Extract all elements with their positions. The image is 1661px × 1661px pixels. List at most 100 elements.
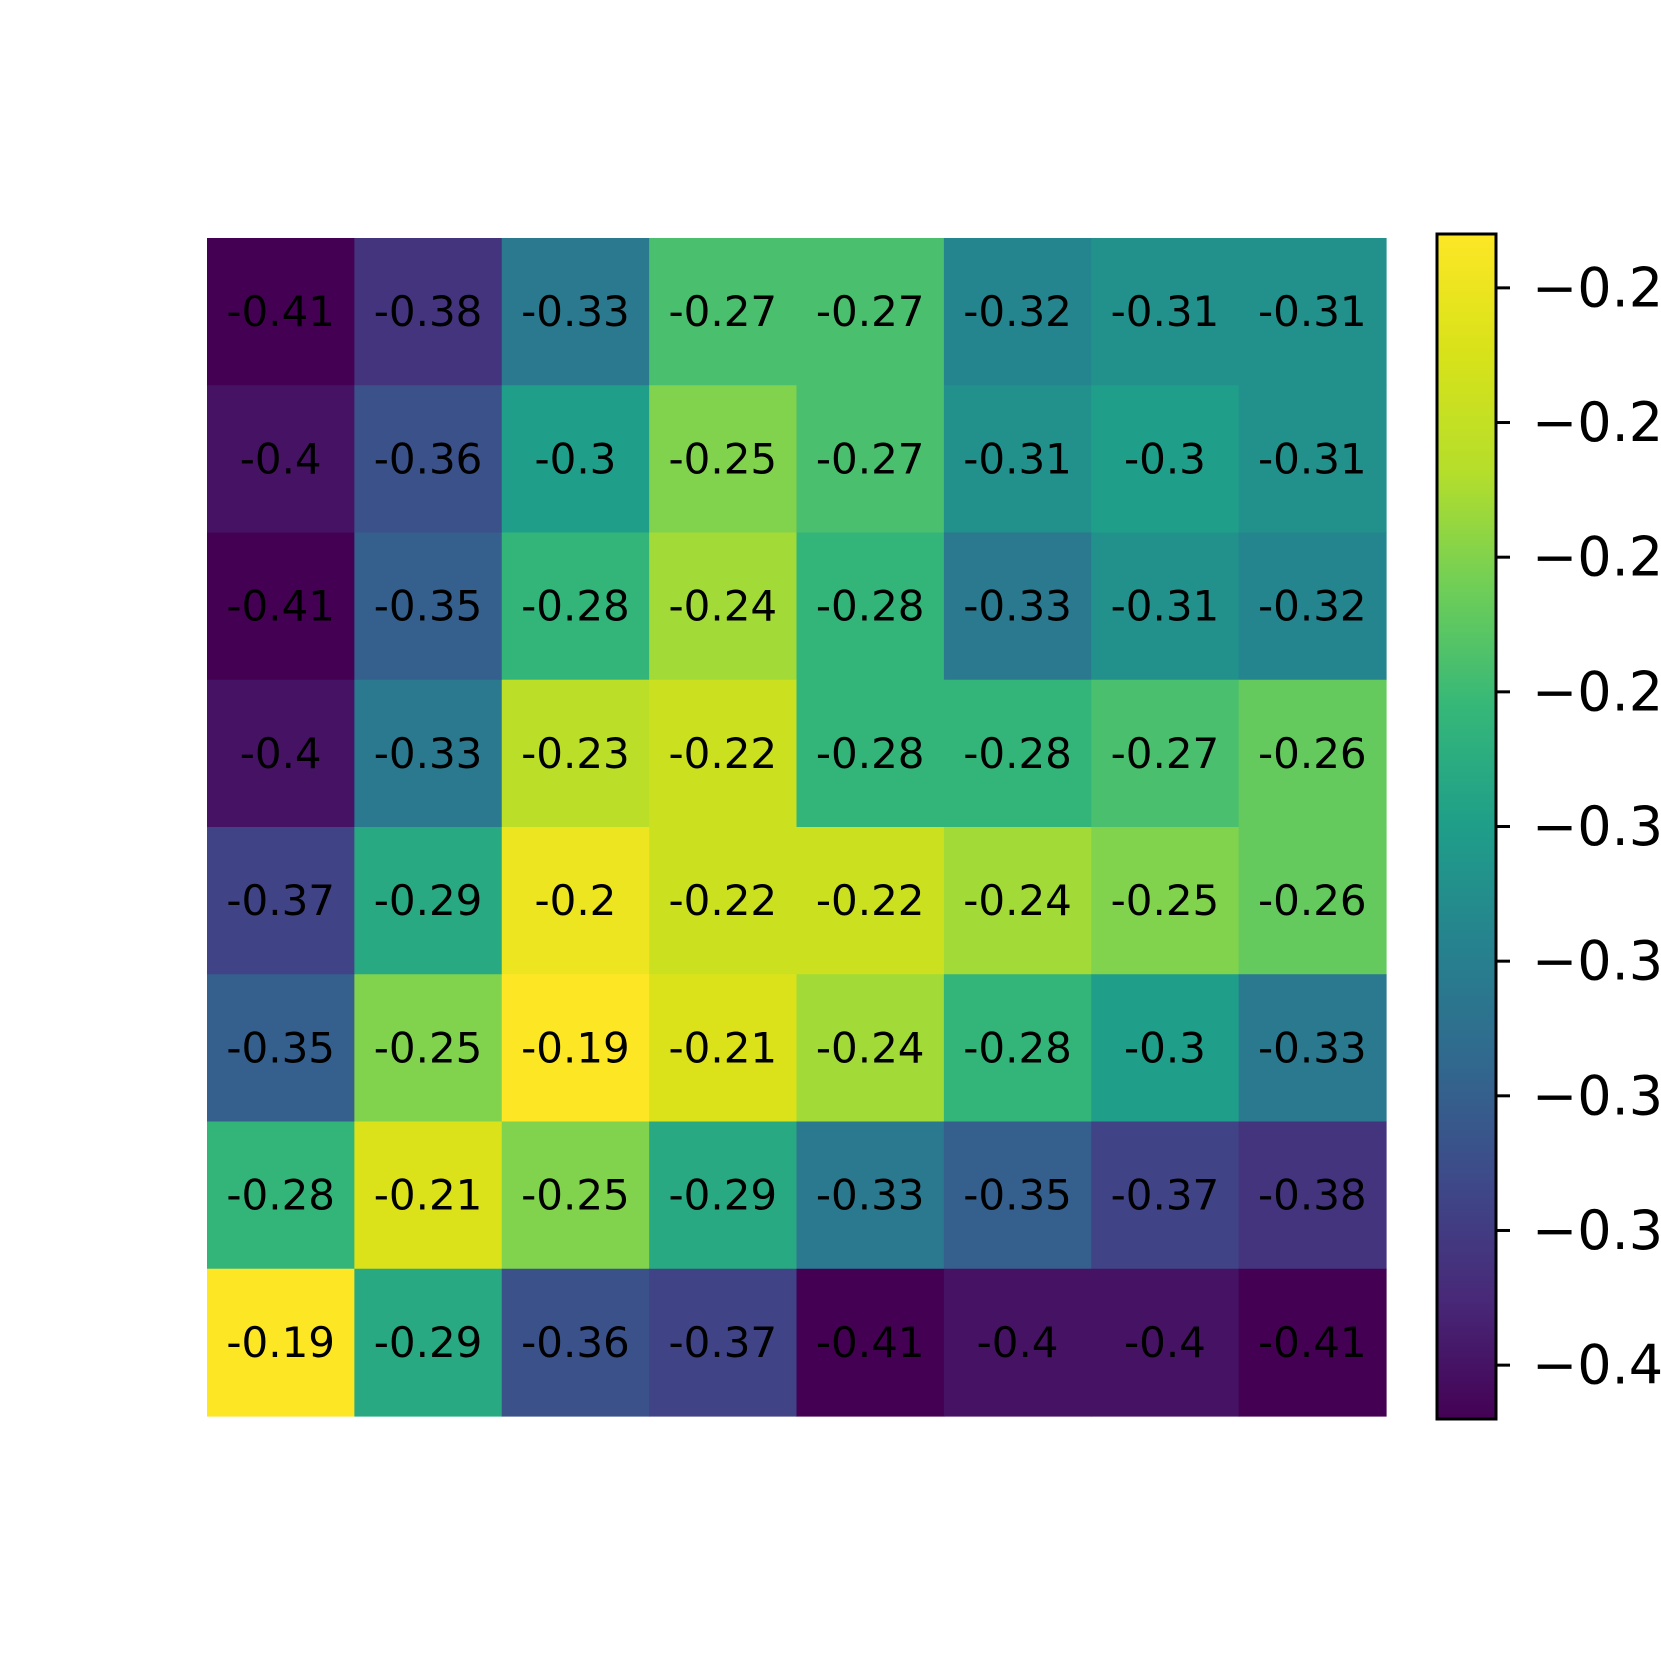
- colorbar-tick-label: −0.2: [1532, 526, 1661, 589]
- heatmap-cell-label: -0.29: [374, 1318, 483, 1367]
- colorbar-ticks: −0.2 −0.2 −0.2 −0.2 −0.3 −0.3 −0.3 −0.3 −0.4: [1496, 256, 1661, 1397]
- colorbar-tick-label: −0.3: [1532, 930, 1661, 993]
- heatmap-cell-label: -0.31: [1111, 582, 1220, 631]
- heatmap-cell-label: -0.19: [521, 1023, 630, 1072]
- heatmap-cell: [354, 385, 503, 534]
- heatmap-cell: [501, 238, 650, 386]
- heatmap-cell-label: -0.3: [1124, 1023, 1206, 1072]
- heatmap-cell-label: -0.27: [668, 287, 777, 336]
- heatmap-cell-label: -0.28: [963, 729, 1072, 778]
- heatmap-cell-label: -0.27: [816, 434, 925, 483]
- heatmap-cell: [354, 1121, 503, 1270]
- colorbar-tick-label: −0.2: [1532, 256, 1661, 319]
- heatmap-cell: [943, 532, 1092, 681]
- heatmap-cell: [649, 1268, 798, 1417]
- colorbar-gradient: [1437, 234, 1496, 1419]
- heatmap-cell-label: -0.41: [816, 1318, 925, 1367]
- heatmap-cell: [796, 974, 945, 1123]
- heatmap-cell: [649, 532, 798, 681]
- heatmap-cell-label: -0.3: [534, 434, 616, 483]
- heatmap-cell: [943, 974, 1092, 1123]
- heatmap-cell: [1091, 827, 1240, 975]
- heatmap-cell: [796, 238, 945, 386]
- heatmap-cell: [1091, 385, 1240, 534]
- heatmap-cell: [1091, 238, 1240, 386]
- heatmap-cell-label: -0.31: [963, 434, 1072, 483]
- heatmap-cell-label: -0.28: [816, 582, 925, 631]
- heatmap-cell: [796, 1121, 945, 1270]
- heatmap-cell-label: -0.37: [226, 876, 335, 925]
- heatmap-cell-label: -0.36: [374, 434, 483, 483]
- heatmap-cell-label: -0.25: [521, 1171, 630, 1220]
- heatmap-cell: [1238, 974, 1387, 1123]
- heatmap-cell-label: -0.31: [1258, 434, 1367, 483]
- heatmap-cell: [1238, 827, 1387, 975]
- heatmap-cell: [207, 1268, 355, 1417]
- heatmap-cell-label: -0.29: [374, 876, 483, 925]
- colorbar-tick-label: −0.3: [1532, 1064, 1661, 1127]
- heatmap-cell-label: -0.3: [1124, 434, 1206, 483]
- heatmap-cell: [1238, 1121, 1387, 1270]
- heatmap-cell: [796, 385, 945, 534]
- heatmap-cell-label: -0.41: [226, 582, 335, 631]
- heatmap-cell: [1091, 974, 1240, 1123]
- heatmap-cell-label: -0.23: [521, 729, 630, 778]
- heatmap-cell: [207, 827, 355, 975]
- heatmap-cell-label: -0.38: [1258, 1171, 1367, 1220]
- heatmap-cell: [649, 385, 798, 534]
- heatmap-cell: [1238, 1268, 1387, 1417]
- heatmap-cell: [501, 974, 650, 1123]
- heatmap-cell: [1091, 1268, 1240, 1417]
- heatmap-cell-label: -0.41: [226, 287, 335, 336]
- heatmap-cell-label: -0.25: [1111, 876, 1220, 925]
- heatmap-cell: [501, 385, 650, 534]
- heatmap-cell-label: -0.26: [1258, 729, 1367, 778]
- heatmap-cell: [207, 679, 355, 828]
- heatmap-cell: [649, 238, 798, 386]
- heatmap-cell: [207, 238, 355, 386]
- heatmap-cell: [1238, 385, 1387, 534]
- heatmap-cell: [354, 1268, 503, 1417]
- heatmap-cell-label: -0.29: [668, 1171, 777, 1220]
- heatmap-cell-label: -0.38: [374, 287, 483, 336]
- heatmap-cell-label: -0.22: [668, 729, 777, 778]
- colorbar-tick-label: −0.2: [1532, 660, 1661, 723]
- heatmap-cell-label: -0.21: [374, 1171, 483, 1220]
- heatmap-cell-label: -0.32: [963, 287, 1072, 336]
- heatmap-cell-label: -0.28: [963, 1023, 1072, 1072]
- heatmap-cell-label: -0.4: [240, 729, 322, 778]
- heatmap-cell: [354, 974, 503, 1123]
- heatmap-cell-label: -0.33: [521, 287, 630, 336]
- heatmap-cell-label: -0.35: [963, 1171, 1072, 1220]
- heatmap-cell-label: -0.26: [1258, 876, 1367, 925]
- heatmap-cell-label: -0.28: [226, 1171, 335, 1220]
- heatmap-cell: [1238, 679, 1387, 828]
- heatmap-cell-label: -0.33: [963, 582, 1072, 631]
- heatmap-cell: [354, 532, 503, 681]
- heatmap-cell-label: -0.27: [816, 287, 925, 336]
- heatmap-cell-label: -0.22: [816, 876, 925, 925]
- heatmap-cell-label: -0.21: [668, 1023, 777, 1072]
- heatmap-cell: [796, 679, 945, 828]
- heatmap-cell-label: -0.24: [668, 582, 777, 631]
- colorbar-tick-label: −0.4: [1532, 1334, 1661, 1397]
- heatmap-cell: [501, 679, 650, 828]
- heatmap-cell-label: -0.31: [1111, 287, 1220, 336]
- heatmap-cell: [796, 1268, 945, 1417]
- heatmap-cell-label: -0.35: [226, 1023, 335, 1072]
- colorbar: −0.2 −0.2 −0.2 −0.2 −0.3 −0.3 −0.3 −0.3 −0.4: [1435, 232, 1661, 1421]
- heatmap-cell: [1091, 1121, 1240, 1270]
- heatmap-cell: [1238, 238, 1387, 386]
- heatmap-cell: [354, 827, 503, 975]
- colorbar-tick-label: −0.2: [1532, 391, 1661, 454]
- heatmap-cell: [501, 827, 650, 975]
- heatmap-cell-label: -0.32: [1258, 582, 1367, 631]
- heatmap-cell: [207, 532, 355, 681]
- heatmap-cell: [943, 1268, 1092, 1417]
- heatmap-cell: [649, 974, 798, 1123]
- heatmap-cell-label: -0.2: [534, 876, 616, 925]
- heatmap-cell: [649, 679, 798, 828]
- heatmap-cell: [649, 827, 798, 975]
- heatmap-cell-label: -0.19: [226, 1318, 335, 1367]
